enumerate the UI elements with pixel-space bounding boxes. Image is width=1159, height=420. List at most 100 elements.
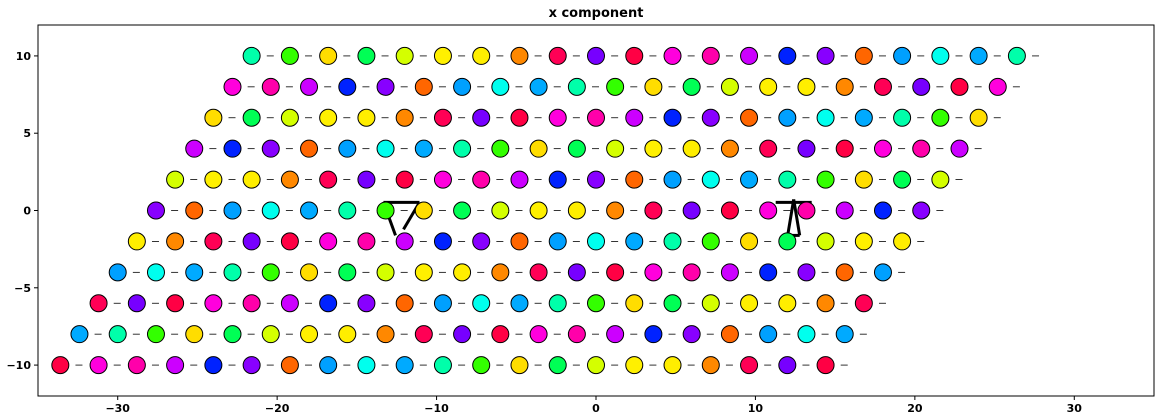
lattice-site xyxy=(280,232,299,251)
lattice-site xyxy=(491,139,510,158)
lattice-site xyxy=(893,46,912,65)
lattice-site xyxy=(300,201,319,220)
lattice-site xyxy=(510,170,529,189)
lattice-site xyxy=(873,139,892,158)
lattice-site xyxy=(185,263,204,282)
lattice-site xyxy=(854,170,873,189)
lattice-site xyxy=(204,294,223,313)
lattice-site xyxy=(835,263,854,282)
lattice-site xyxy=(395,46,414,65)
lattice-site xyxy=(835,201,854,220)
lattice-site xyxy=(357,46,376,65)
lattice-site xyxy=(740,294,759,313)
lattice-site xyxy=(663,294,682,313)
lattice-site xyxy=(835,139,854,158)
lattice-site xyxy=(261,263,280,282)
lattice-site xyxy=(204,232,223,251)
lattice-site xyxy=(548,356,567,375)
lattice-site xyxy=(89,294,108,313)
lattice-site xyxy=(433,46,452,65)
lattice-site xyxy=(127,356,146,375)
lattice-site xyxy=(663,108,682,127)
lattice-site xyxy=(204,108,223,127)
lattice-site xyxy=(414,263,433,282)
lattice-site xyxy=(701,108,720,127)
lattice-site xyxy=(682,325,701,344)
lattice-site xyxy=(797,139,816,158)
lattice-site xyxy=(835,77,854,96)
lattice-site xyxy=(70,325,89,344)
lattice-site xyxy=(338,263,357,282)
lattice-site xyxy=(644,139,663,158)
lattice-site xyxy=(510,46,529,65)
lattice-site xyxy=(223,325,242,344)
lattice-site xyxy=(510,356,529,375)
lattice-site xyxy=(414,139,433,158)
y-tick-label: 5 xyxy=(23,127,31,140)
lattice-site xyxy=(854,46,873,65)
lattice-site xyxy=(319,294,338,313)
lattice-site xyxy=(433,108,452,127)
lattice-site xyxy=(759,263,778,282)
lattice-site xyxy=(873,263,892,282)
lattice-site xyxy=(357,356,376,375)
lattice-site xyxy=(644,201,663,220)
x-tick-label: 20 xyxy=(907,402,923,415)
lattice-site xyxy=(893,108,912,127)
lattice-site xyxy=(510,108,529,127)
lattice-site xyxy=(319,108,338,127)
lattice-site xyxy=(185,325,204,344)
lattice-site xyxy=(625,170,644,189)
lattice-site xyxy=(625,108,644,127)
lattice-site xyxy=(644,263,663,282)
lattice-site xyxy=(816,108,835,127)
lattice-site xyxy=(950,139,969,158)
lattice-site xyxy=(338,201,357,220)
lattice-site xyxy=(587,108,605,127)
lattice-site xyxy=(395,294,414,313)
lattice-site xyxy=(529,139,548,158)
lattice-site xyxy=(433,232,452,251)
lattice-site xyxy=(587,46,605,65)
lattice-site xyxy=(204,356,223,375)
x-tick-label: 10 xyxy=(748,402,764,415)
x-tick-label: 30 xyxy=(1067,402,1083,415)
lattice-site xyxy=(1007,46,1026,65)
lattice-site xyxy=(319,170,338,189)
lattice-site xyxy=(950,77,969,96)
lattice-site xyxy=(338,325,357,344)
lattice-site xyxy=(242,46,261,65)
lattice-site xyxy=(797,325,816,344)
lattice-site xyxy=(931,46,950,65)
lattice-site xyxy=(395,232,414,251)
lattice-site xyxy=(587,170,605,189)
lattice-site xyxy=(242,232,261,251)
lattice-site xyxy=(185,201,204,220)
lattice-site xyxy=(223,139,242,158)
lattice-site xyxy=(606,201,625,220)
lattice-site xyxy=(376,263,395,282)
vortex-arrow xyxy=(786,199,796,236)
lattice-site xyxy=(357,108,376,127)
lattice-site xyxy=(988,77,1007,96)
axis-ticks: −30 −20 −10 0 10 20 30 −10 −5 0 5 10 xyxy=(6,50,1082,415)
lattice-site xyxy=(606,139,625,158)
lattice-site xyxy=(376,201,395,220)
lattice-site xyxy=(587,294,605,313)
lattice-site xyxy=(491,263,510,282)
lattice-site xyxy=(663,232,682,251)
lattice-site xyxy=(835,325,854,344)
lattice-site xyxy=(740,46,759,65)
lattice-site xyxy=(625,356,644,375)
lattice-site xyxy=(242,170,261,189)
lattice-site xyxy=(433,356,452,375)
lattice-site xyxy=(854,108,873,127)
lattice-site xyxy=(223,263,242,282)
lattice-site xyxy=(797,263,816,282)
lattice-site xyxy=(816,46,835,65)
lattice-site xyxy=(166,356,185,375)
lattice-site xyxy=(395,170,414,189)
lattice-site xyxy=(873,77,892,96)
lattice-site xyxy=(300,77,319,96)
lattice-site xyxy=(395,108,414,127)
